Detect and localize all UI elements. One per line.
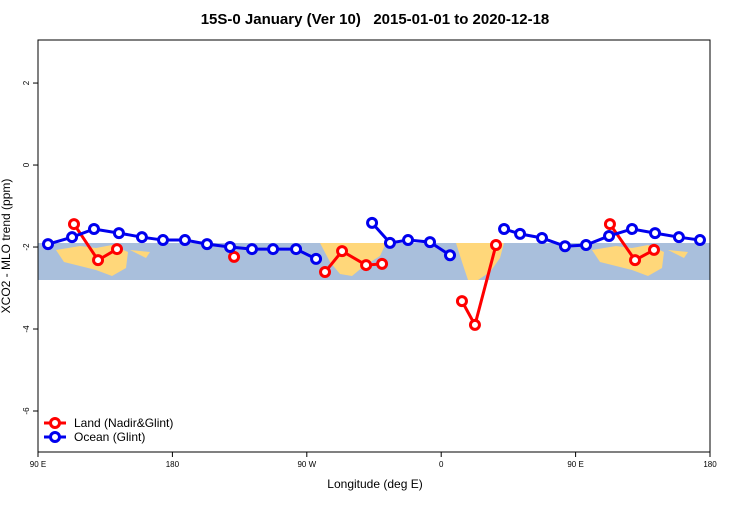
- data-point: [88, 222, 100, 235]
- data-point: [376, 257, 389, 270]
- data-point: [156, 234, 169, 247]
- chart-title: 15S-0 January (Ver 10) 2015-01-01 to 202…: [201, 11, 550, 28]
- data-point: [536, 232, 548, 245]
- data-point: [693, 234, 706, 247]
- data-point: [649, 227, 662, 240]
- data-point: [310, 252, 323, 265]
- data-point: [267, 243, 280, 256]
- legend-marker: [49, 417, 61, 429]
- data-point: [424, 236, 436, 249]
- x-tick-label: 90 W: [297, 460, 316, 469]
- data-point: [603, 229, 616, 242]
- data-point: [336, 245, 349, 258]
- y-tick-label: 2: [22, 80, 31, 85]
- series: [42, 216, 706, 265]
- data-point: [67, 218, 80, 231]
- data-point: [672, 231, 685, 244]
- data-point: [66, 231, 79, 244]
- data-point: [402, 234, 415, 247]
- x-tick-label: 0: [439, 460, 444, 469]
- legend-label: Ocean (Glint): [74, 430, 145, 444]
- map-strip: [38, 243, 710, 280]
- x-tick-label: 180: [703, 460, 717, 469]
- data-point: [490, 238, 503, 251]
- data-point: [580, 238, 593, 251]
- series: [67, 218, 660, 331]
- y-axis-label: XCO2 - MLO trend (ppm): [0, 179, 13, 314]
- data-point: [110, 243, 123, 256]
- x-tick-label: 90 E: [30, 460, 46, 469]
- data-point: [498, 222, 511, 235]
- data-point: [648, 243, 660, 256]
- legend-label: Land (Nadir&Glint): [74, 416, 173, 430]
- data-point: [201, 238, 214, 251]
- data-point: [135, 231, 148, 244]
- data-point: [629, 254, 642, 267]
- data-point: [178, 234, 191, 247]
- data-point: [383, 236, 396, 249]
- data-point: [319, 266, 332, 279]
- y-tick-label: -4: [22, 325, 31, 333]
- data-point: [468, 318, 481, 331]
- y-tick-label: -6: [22, 407, 31, 415]
- legend-marker: [49, 431, 61, 443]
- data-point: [626, 222, 639, 235]
- data-point: [603, 218, 616, 231]
- x-tick-label: 90 E: [567, 460, 583, 469]
- plot-frame: [37, 39, 711, 453]
- y-tick-label: 0: [22, 162, 31, 167]
- series-line: [323, 249, 383, 273]
- data-point: [228, 250, 241, 263]
- series-line: [503, 227, 701, 248]
- data-point: [224, 241, 237, 254]
- data-point: [290, 243, 303, 256]
- data-point: [112, 227, 125, 240]
- data-point: [366, 216, 379, 229]
- data-point: [514, 227, 527, 240]
- data-point: [42, 238, 55, 251]
- data-point: [245, 243, 258, 256]
- y-tick-label: -2: [22, 243, 31, 251]
- x-tick-label: 180: [166, 460, 180, 469]
- data-point: [558, 240, 571, 253]
- data-point: [444, 249, 457, 262]
- data-point: [92, 254, 105, 267]
- x-axis-label: Longitude (deg E): [327, 477, 422, 491]
- data-point: [360, 259, 373, 272]
- data-point: [455, 295, 468, 308]
